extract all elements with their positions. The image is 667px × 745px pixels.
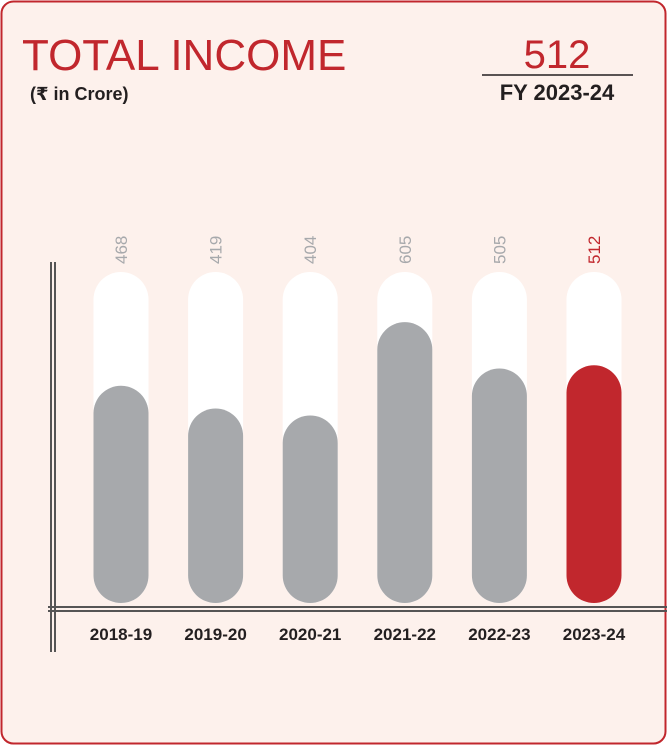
- axes: [48, 262, 667, 652]
- highlight-label: FY 2023-24: [500, 80, 615, 105]
- bar: [188, 408, 244, 603]
- data-label: 468: [112, 236, 131, 264]
- x-tick-label: 2021-22: [374, 625, 436, 644]
- bar: [93, 385, 149, 603]
- x-tick-label: 2018-19: [90, 625, 152, 644]
- bar: [282, 415, 338, 603]
- bar: [566, 365, 622, 603]
- data-label: 605: [396, 236, 415, 264]
- data-label: 404: [301, 236, 320, 264]
- x-tick-label: 2020-21: [279, 625, 341, 644]
- x-tick-label: 2023-24: [563, 625, 626, 644]
- x-tick-label: 2022-23: [468, 625, 530, 644]
- chart-subtitle: (₹ in Crore): [30, 84, 129, 104]
- data-label: 512: [585, 236, 604, 264]
- data-label: 419: [207, 236, 226, 264]
- data-label: 505: [490, 236, 509, 264]
- chart-title: TOTAL INCOME: [22, 31, 346, 80]
- highlight-value: 512: [524, 33, 591, 77]
- bar: [377, 322, 433, 603]
- x-tick-label: 2019-20: [184, 625, 246, 644]
- bar: [471, 368, 527, 603]
